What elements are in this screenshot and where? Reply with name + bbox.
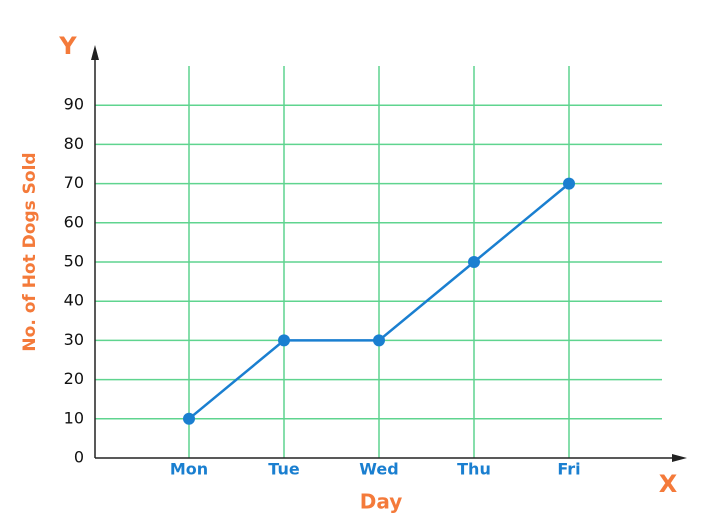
x-axis-letter: X — [659, 470, 678, 498]
y-tick-label: 10 — [64, 408, 84, 427]
y-axis-arrow — [91, 45, 99, 60]
x-tick-label: Wed — [359, 460, 398, 479]
point — [373, 334, 385, 347]
x-tick-label: Thu — [457, 460, 491, 479]
x-tick-label: Mon — [170, 460, 208, 479]
y-axis-label: No. of Hot Dogs Sold — [20, 152, 40, 351]
point — [468, 256, 480, 268]
x-tick-label: Tue — [268, 460, 300, 479]
y-tick-label: 80 — [64, 134, 84, 153]
point — [563, 177, 575, 190]
point — [278, 334, 290, 347]
point — [183, 412, 195, 425]
y-axis-letter: Y — [58, 32, 77, 60]
y-tick-label: 90 — [64, 95, 84, 114]
y-tick-label: 20 — [64, 369, 84, 388]
x-axis-arrow — [672, 454, 687, 462]
y-tick-label: 40 — [64, 291, 84, 310]
x-axis-label: Day — [360, 490, 403, 514]
y-tick-label: 0 — [74, 448, 84, 467]
y-tick-label: 60 — [64, 212, 84, 231]
y-tick-label: 70 — [64, 173, 84, 192]
y-tick-label: 30 — [64, 330, 84, 349]
y-tick-label: 50 — [64, 252, 84, 271]
x-tick-label: Fri — [557, 460, 580, 479]
